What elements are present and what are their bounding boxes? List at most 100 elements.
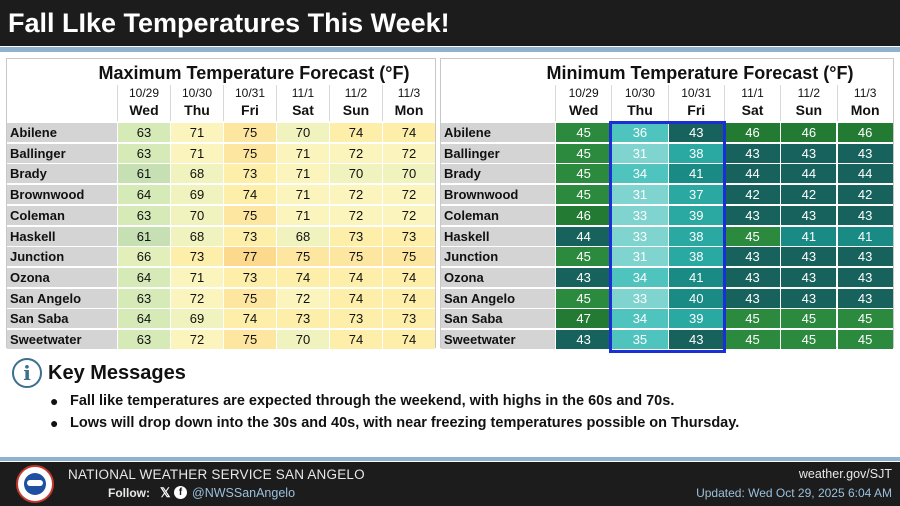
min-city-name: Haskell [441, 226, 555, 247]
max-day-header: 10/30 Thu [170, 85, 223, 121]
max-city-name: Junction [7, 247, 117, 268]
max-day-weekday: Fri [241, 102, 259, 118]
max-temp-cell: 77 [223, 247, 276, 268]
min-table-row: Haskell 44 33 38 45 41 41 [441, 226, 893, 247]
footer-divider [0, 457, 900, 461]
min-day-date: 10/31 [681, 86, 712, 100]
min-temp-cell: 38 [667, 247, 724, 268]
max-temp-cell: 72 [382, 205, 435, 226]
max-day-header: 11/3 Mon [382, 85, 435, 121]
social-handle[interactable]: @NWSSanAngelo [192, 486, 296, 500]
key-messages-title: Key Messages [48, 362, 186, 384]
min-temp-cell: 45 [555, 143, 612, 164]
max-temp-cell: 72 [170, 288, 223, 309]
max-temp-cell: 74 [382, 288, 435, 309]
min-temp-cell: 43 [723, 143, 781, 164]
min-table-row: Brownwood 45 31 37 42 42 42 [441, 185, 893, 206]
min-temp-cell: 43 [780, 267, 837, 288]
min-temp-cell: 41 [836, 226, 893, 247]
max-day-date: 10/29 [128, 86, 160, 100]
min-temp-cell: 44 [723, 164, 781, 185]
max-temp-cell: 70 [329, 164, 382, 185]
min-city-name: Brownwood [441, 185, 555, 206]
min-temp-cell: 38 [667, 226, 724, 247]
min-day-weekday: Mon [850, 102, 880, 118]
min-city-name: Sweetwater [441, 330, 555, 350]
min-table-row: Brady 45 34 41 44 44 44 [441, 164, 893, 185]
max-table-row: Brownwood 64 69 74 71 72 72 [7, 185, 435, 206]
min-day-date: 11/3 [853, 86, 877, 100]
min-table-row: Ballinger 45 31 38 43 43 43 [441, 143, 893, 164]
min-temp-cell: 46 [555, 205, 612, 226]
max-temp-cell: 69 [170, 185, 223, 206]
follow-label: Follow: [108, 486, 150, 500]
max-temp-cell: 71 [276, 185, 329, 206]
min-temp-cell: 34 [611, 164, 668, 185]
min-temp-cell: 45 [780, 330, 837, 350]
max-temp-cell: 70 [276, 330, 329, 350]
max-table-row: Junction 66 73 77 75 75 75 [7, 247, 435, 268]
max-city-name: Coleman [7, 205, 117, 226]
min-temp-cell: 31 [611, 143, 668, 164]
max-city-name: San Angelo [7, 288, 117, 309]
min-temp-cell: 45 [555, 288, 612, 309]
min-temp-cell: 43 [836, 205, 893, 226]
min-temp-cell: 39 [667, 205, 724, 226]
min-table-row: Abilene 45 36 43 46 46 46 [441, 123, 893, 143]
max-temp-cell: 74 [329, 288, 382, 309]
key-messages-list: ● Fall like temperatures are expected th… [50, 390, 890, 434]
max-day-date: 11/1 [291, 86, 315, 100]
min-temp-cell: 43 [836, 143, 893, 164]
max-day-header: 10/31 Fri [223, 85, 276, 121]
min-city-name: Ballinger [441, 143, 555, 164]
min-temp-cell: 43 [555, 267, 612, 288]
min-temp-cell: 45 [555, 164, 612, 185]
max-day-header: 11/1 Sat [276, 85, 329, 121]
bullet-dot-icon: ● [50, 393, 59, 409]
header-bar: Fall LIke Temperatures This Week! [0, 0, 900, 46]
min-table-row: Coleman 46 33 39 43 43 43 [441, 205, 893, 226]
min-day-header: 11/2 Sun [780, 85, 836, 121]
min-day-date: 11/1 [741, 86, 764, 100]
min-temp-cell: 36 [611, 123, 668, 143]
max-temp-cell: 64 [117, 185, 170, 206]
min-temp-cell: 33 [611, 288, 668, 309]
max-temp-cell: 63 [117, 143, 170, 164]
min-temp-cell: 46 [836, 123, 893, 143]
min-table-row: San Saba 47 34 39 45 45 45 [441, 309, 893, 330]
max-temp-cell: 74 [329, 330, 382, 350]
max-day-weekday: Sat [292, 102, 314, 118]
max-day-weekday: Sun [342, 102, 370, 118]
max-temp-cell: 64 [117, 267, 170, 288]
x-social-icon[interactable]: 𝕏 [160, 485, 171, 500]
max-temp-cell: 73 [382, 226, 435, 247]
min-city-name: Abilene [441, 123, 555, 143]
max-temp-cell: 72 [382, 185, 435, 206]
max-temp-cell: 68 [276, 226, 329, 247]
min-temp-cell: 43 [780, 143, 837, 164]
max-temp-cell: 75 [276, 247, 329, 268]
min-city-name: San Angelo [441, 288, 555, 309]
header-divider [0, 47, 900, 52]
max-temp-cell: 70 [170, 205, 223, 226]
website-link[interactable]: weather.gov/SJT [798, 467, 892, 481]
max-temp-cell: 74 [382, 330, 435, 350]
max-temp-cell: 69 [170, 309, 223, 330]
max-temp-cell: 73 [329, 309, 382, 330]
min-temp-cell: 43 [723, 247, 781, 268]
max-temp-cell: 63 [117, 330, 170, 350]
bullet-dot-icon: ● [50, 415, 59, 431]
max-temp-cell: 72 [170, 330, 223, 350]
max-temp-cell: 68 [170, 226, 223, 247]
min-temp-cell: 33 [611, 226, 668, 247]
max-city-name: Sweetwater [7, 330, 117, 350]
info-icon: i [12, 358, 42, 388]
facebook-icon[interactable]: f [174, 486, 187, 499]
logo-cloud-icon [27, 480, 43, 486]
max-city-name: Ozona [7, 267, 117, 288]
max-city-name: Brady [7, 164, 117, 185]
min-table-row: Junction 45 31 38 43 43 43 [441, 247, 893, 268]
max-day-header: 10/29 Wed [117, 85, 170, 121]
max-table-row: Coleman 63 70 75 71 72 72 [7, 205, 435, 226]
max-temp-cell: 61 [117, 164, 170, 185]
